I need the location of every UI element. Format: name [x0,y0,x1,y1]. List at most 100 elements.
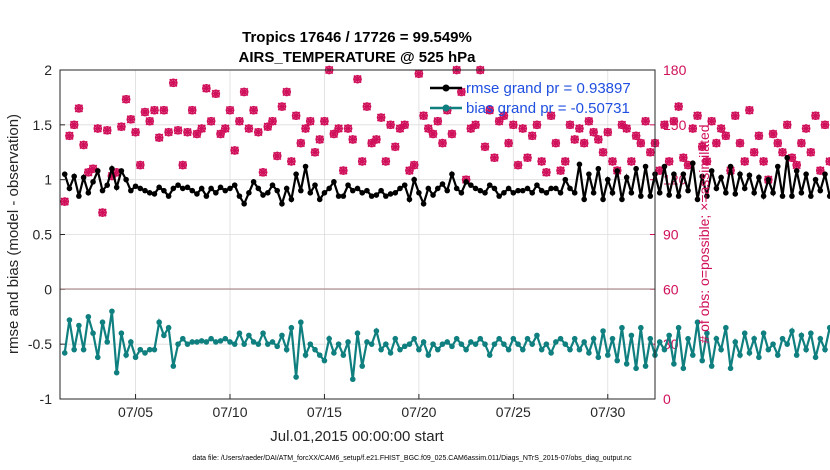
rmse-point [638,193,644,199]
bias-point [741,330,748,337]
obs-assimilated-point [603,127,612,137]
bias-point [241,341,247,347]
bias-point [345,339,351,345]
bias-point [184,341,191,347]
rmse-point [812,176,819,183]
rmse-point [586,171,592,177]
rmse-point [250,179,257,185]
rmse-point [354,185,361,192]
y-tick-label: -1 [40,391,53,407]
y-right-tick-label: 180 [663,62,687,78]
bias-point [779,335,786,342]
obs-assimilated-point [395,124,405,133]
bias-point [137,346,144,353]
rmse-point [817,187,824,194]
rmse-point [293,171,299,177]
rmse-point [482,190,488,196]
bias-point [793,352,800,358]
rmse-point [364,187,370,194]
rmse-point [505,185,512,192]
bias-point [250,339,257,345]
rmse-point [255,185,262,192]
obs-assimilated-point [424,124,433,133]
obs-assimilated-point [386,120,395,130]
bias-point [826,324,830,331]
obs-assimilated-point [622,124,631,133]
rmse-point [132,183,139,190]
obs-assimilated-point [381,157,391,166]
obs-assimilated-point [310,148,320,157]
obs-assimilated-point [490,153,499,162]
bias-point [302,352,309,358]
bias-point [808,330,814,337]
bias-point [269,339,276,345]
y-tick-label: -0.5 [28,336,52,352]
bias-point [543,341,550,347]
bias-point [453,335,460,342]
obs-assimilated-point [74,104,84,113]
obs-assimilated-point [249,106,258,115]
obs-assimilated-point [579,138,589,148]
rmse-point [128,187,134,194]
bias-point [179,335,186,342]
rmse-point [66,185,73,192]
obs-assimilated-point [173,126,183,135]
rmse-point [633,165,639,172]
obs-assimilated-point [60,197,69,206]
x-tick-label: 07/25 [496,404,531,420]
obs-assimilated-point [107,171,117,181]
bias-point [571,335,578,342]
obs-assimilated-point [258,168,268,177]
rmse-point [628,190,635,196]
rmse-point [463,179,469,185]
rmse-point [680,171,687,177]
bias-point [326,335,332,342]
bias-point [723,324,729,331]
rmse-point [269,182,276,188]
rmse-point [647,193,654,199]
obs-assimilated-point [546,111,556,120]
bias-point [590,335,597,342]
obs-assimilated-point [112,168,121,177]
rmse-point [165,193,172,199]
obs-assimilated-point [211,89,221,98]
bias-point [354,330,361,337]
rmse-point [397,185,403,192]
bias-point [468,339,474,345]
legend-bias-label: bias grand pr = -0.50731 [466,100,630,117]
bias-point [515,341,521,347]
rmse-point [685,187,691,194]
bias-point [812,354,819,361]
obs-assimilated-point [797,138,806,148]
obs-assimilated-point [438,138,447,148]
obs-assimilated-point [565,120,575,130]
bias-point [784,341,791,347]
bias-point [737,352,743,358]
rmse-point [368,193,375,199]
obs-assimilated-point [731,111,740,120]
rmse-point [331,179,337,185]
rmse-point [349,187,356,194]
rmse-point [751,190,757,196]
bias-point [746,350,753,356]
obs-assimilated-point [287,157,296,166]
bias-point [76,322,82,329]
rmse-point [373,192,380,198]
rmse-point [359,190,366,196]
bias-point [222,335,229,342]
rmse-point [694,196,701,203]
obs-assimilated-point [792,160,801,170]
rmse-point [656,190,663,196]
rmse-point [793,168,800,174]
rmse-point [543,190,550,196]
obs-assimilated-point [428,129,438,139]
rmse-point [723,190,729,196]
bias-point [486,352,493,358]
bias-point [439,341,446,347]
obs-assimilated-point [409,160,419,170]
bias-point [364,339,370,345]
obs-assimilated-point [698,142,707,151]
bias-point [708,363,715,369]
bias-point [567,346,573,353]
obs-assimilated-point [103,126,112,135]
